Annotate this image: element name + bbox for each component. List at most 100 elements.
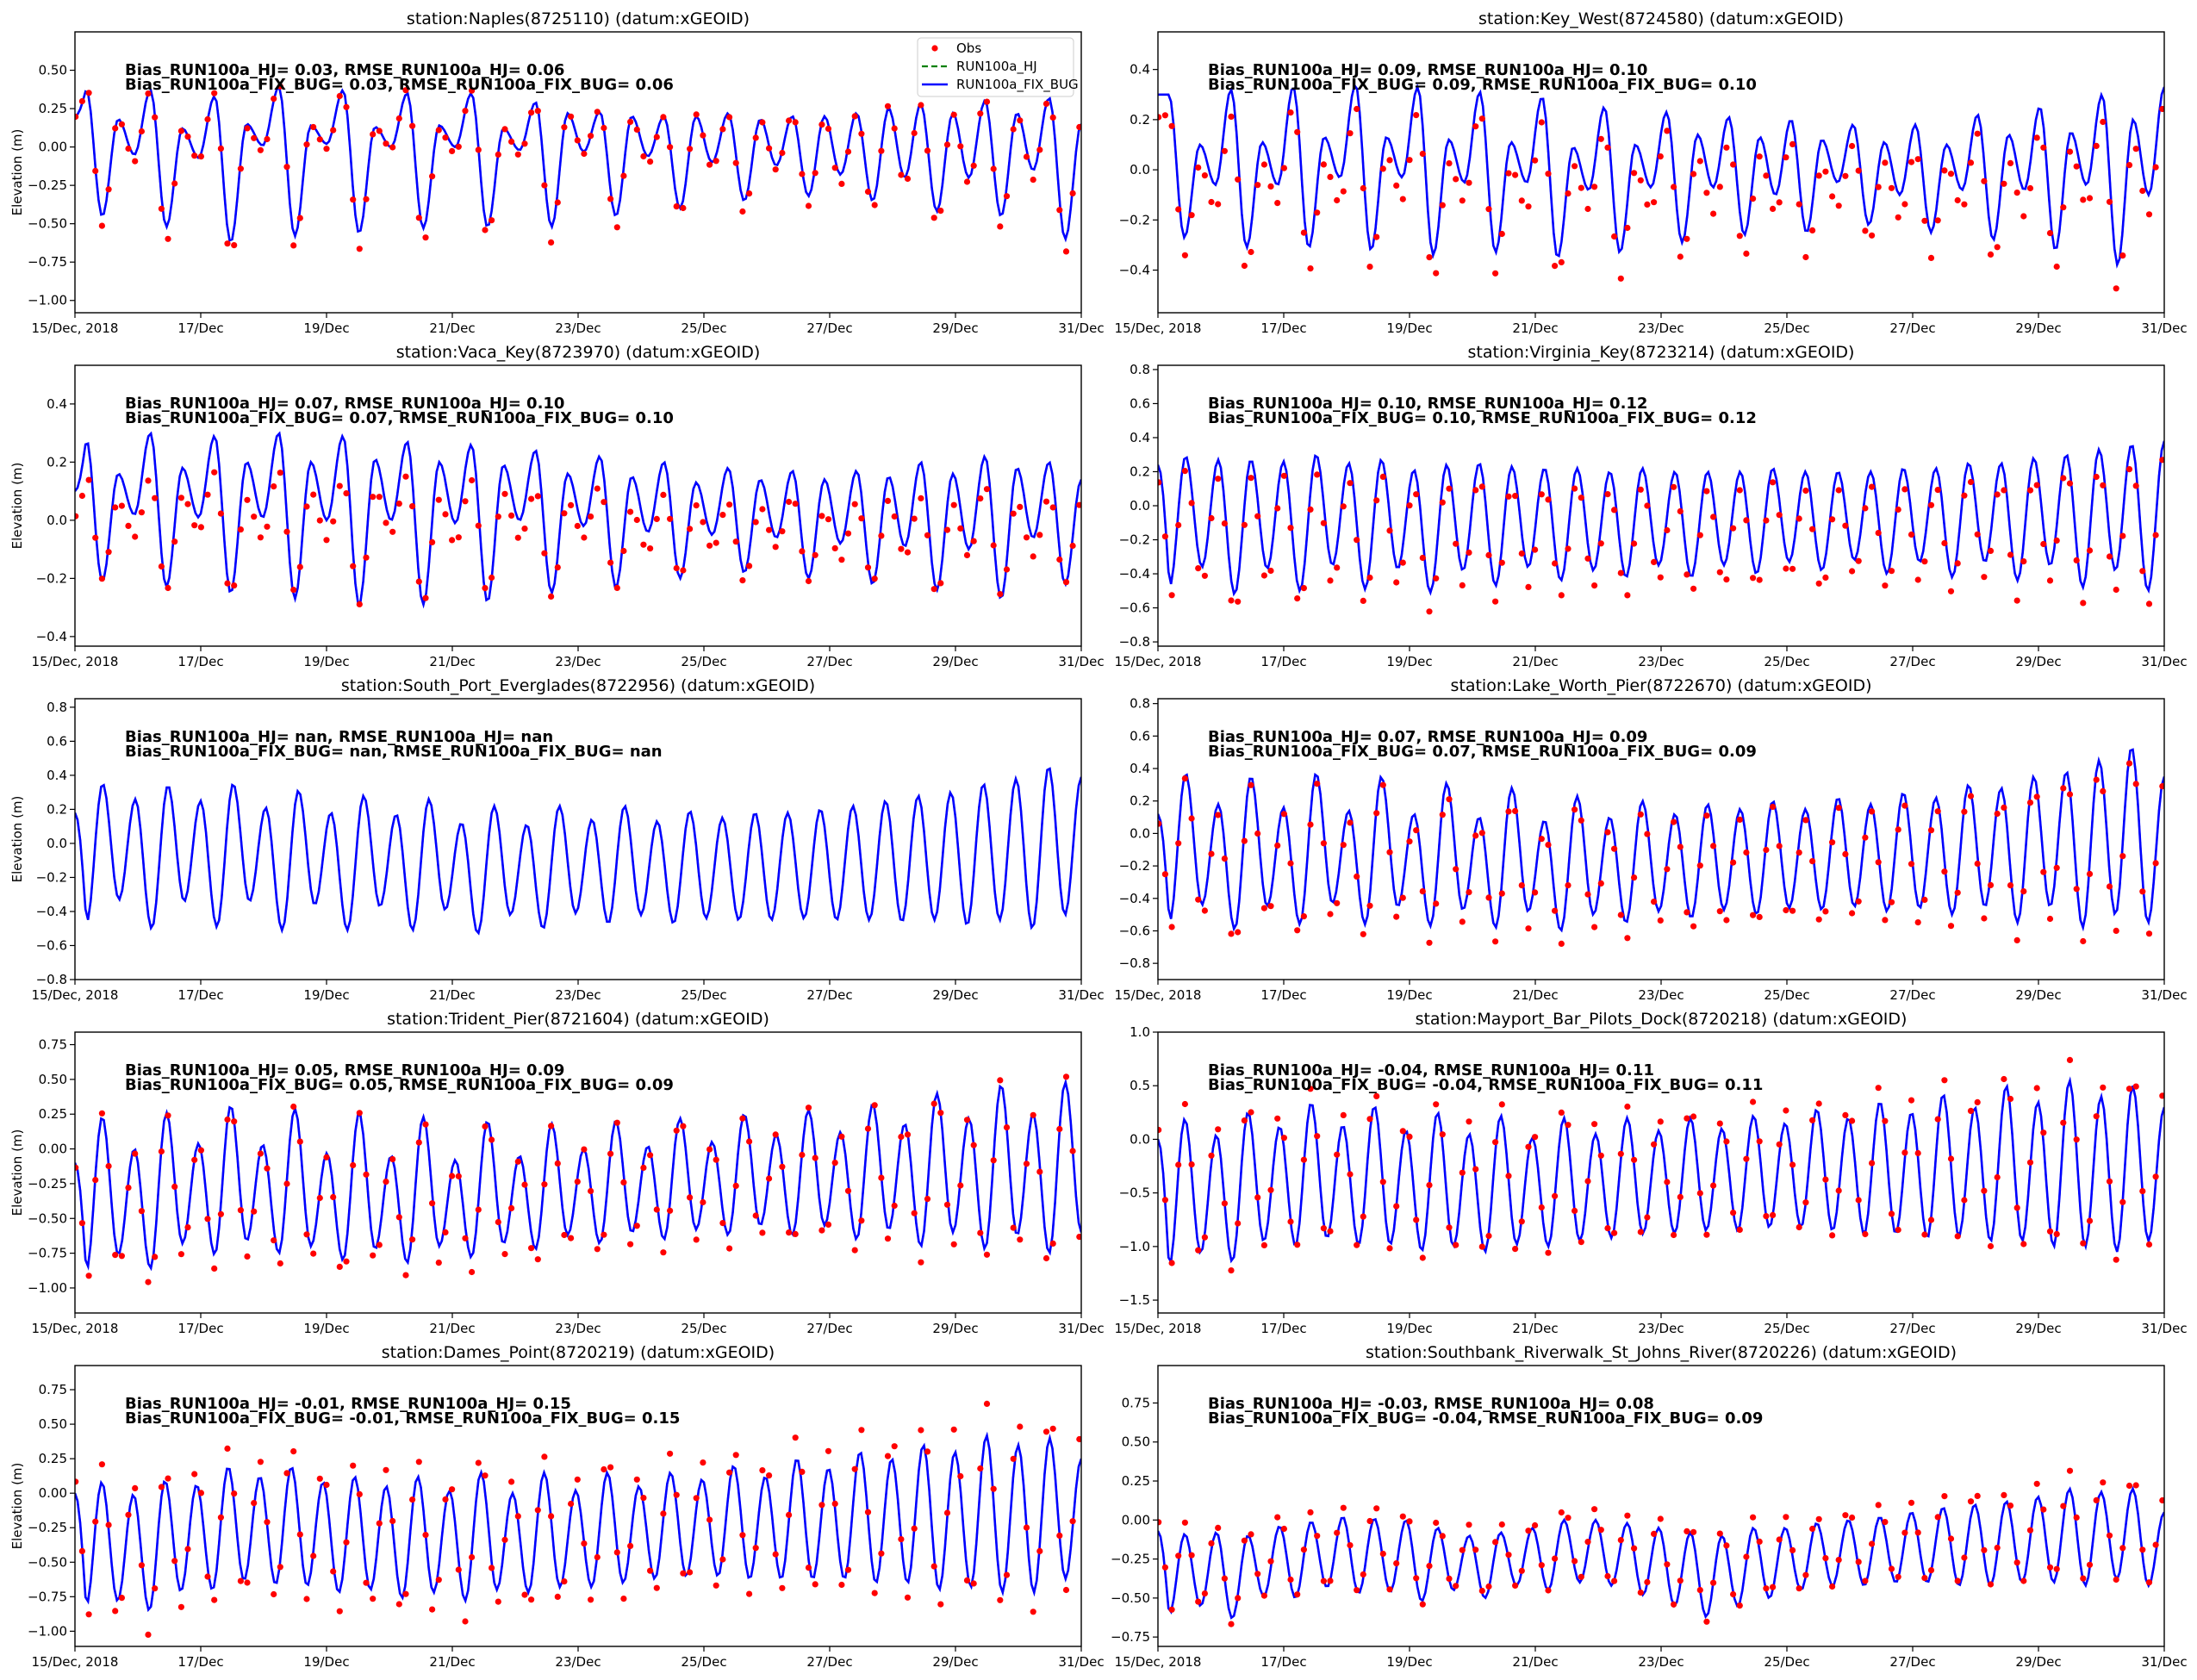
x-tick-label: 15/Dec, 2018 xyxy=(1115,1321,1202,1336)
obs-point xyxy=(118,1595,125,1602)
obs-point xyxy=(1056,1532,1063,1539)
obs-point xyxy=(482,1472,489,1479)
obs-point xyxy=(435,127,442,134)
obs-point xyxy=(1756,576,1763,583)
obs-point xyxy=(1327,577,1334,584)
obs-point xyxy=(184,1224,191,1231)
y-tick-label: 0.0 xyxy=(1130,825,1150,841)
obs-point xyxy=(2073,886,2080,893)
obs-point xyxy=(2080,600,2087,607)
obs-point xyxy=(132,1484,139,1491)
obs-point xyxy=(2040,1129,2047,1136)
obs-point xyxy=(825,125,832,132)
obs-point xyxy=(878,147,885,154)
obs-point xyxy=(1869,1160,1876,1167)
obs-point xyxy=(1433,1101,1440,1108)
obs-point xyxy=(924,147,931,154)
obs-point xyxy=(125,1185,132,1192)
series-line-run100a-fix-bug xyxy=(1158,440,2164,597)
obs-point xyxy=(1842,172,1849,179)
obs-point xyxy=(2046,915,2054,923)
x-tick-label: 15/Dec, 2018 xyxy=(1115,987,1202,1003)
obs-point xyxy=(937,1110,944,1117)
obs-point xyxy=(1677,843,1684,850)
obs-point xyxy=(495,151,501,158)
obs-point xyxy=(1056,556,1063,563)
chart-title: station:Vaca_Key(8723970) (datum:xGEOID) xyxy=(396,343,761,362)
obs-point xyxy=(1703,1618,1710,1625)
obs-point xyxy=(1393,579,1400,586)
obs-point xyxy=(2073,1514,2080,1521)
obs-point xyxy=(1023,153,1030,160)
obs-point xyxy=(1280,1135,1287,1142)
obs-point xyxy=(1545,1587,1552,1594)
obs-point xyxy=(1763,517,1770,524)
obs-point xyxy=(1815,916,1822,923)
obs-point xyxy=(2007,159,2014,166)
obs-point xyxy=(501,1251,508,1258)
obs-point xyxy=(1756,913,1763,920)
obs-point xyxy=(2040,1506,2047,1513)
x-tick-label: 17/Dec xyxy=(1260,1321,1306,1336)
obs-point xyxy=(1347,1171,1354,1178)
obs-point xyxy=(296,563,303,570)
obs-point xyxy=(112,504,119,511)
obs-point xyxy=(363,196,370,202)
obs-point xyxy=(1664,128,1671,134)
x-tick-label: 21/Dec xyxy=(429,1654,475,1670)
obs-point xyxy=(1597,135,1604,142)
obs-point xyxy=(1036,1547,1043,1554)
obs-point xyxy=(1076,1234,1081,1241)
obs-point xyxy=(316,136,323,143)
obs-point xyxy=(1927,1567,1935,1574)
obs-point xyxy=(489,574,495,582)
y-tick-label: 0.6 xyxy=(1130,728,1150,744)
x-tick-label: 31/Dec xyxy=(2141,1321,2187,1336)
obs-point xyxy=(878,532,885,539)
obs-point xyxy=(1472,123,1479,130)
obs-point xyxy=(1644,1214,1651,1221)
chart-title: station:Mayport_Bar_Pilots_Dock(8720218)… xyxy=(1416,1010,1908,1029)
obs-point xyxy=(548,593,555,600)
obs-point xyxy=(1657,574,1664,581)
obs-point xyxy=(1453,866,1459,873)
obs-point xyxy=(700,132,706,139)
obs-point xyxy=(1373,233,1380,240)
obs-point xyxy=(217,1514,224,1521)
obs-point xyxy=(812,1581,818,1588)
obs-point xyxy=(904,175,912,183)
obs-point xyxy=(2053,864,2060,871)
obs-point xyxy=(937,208,944,215)
obs-point xyxy=(152,1585,159,1592)
obs-point xyxy=(1888,1565,1895,1572)
obs-point xyxy=(1572,1207,1578,1214)
obs-point xyxy=(1314,1533,1321,1540)
obs-point xyxy=(1994,244,2001,251)
y-tick-label: −0.6 xyxy=(1119,600,1150,616)
obs-point xyxy=(165,1112,171,1119)
obs-point xyxy=(1453,1583,1459,1590)
obs-point xyxy=(1994,1173,2001,1181)
obs-point xyxy=(462,498,469,505)
obs-point xyxy=(1802,1571,1809,1578)
obs-point xyxy=(1671,1601,1677,1608)
obs-point xyxy=(1684,235,1690,242)
obs-point xyxy=(766,1472,773,1479)
obs-point xyxy=(1710,513,1717,520)
obs-point xyxy=(620,172,627,179)
obs-point xyxy=(1862,1230,1869,1238)
y-tick-label: 0.2 xyxy=(47,454,67,470)
obs-point xyxy=(963,1117,971,1123)
obs-point xyxy=(290,587,297,594)
x-tick-label: 31/Dec xyxy=(2141,1654,2187,1670)
obs-point xyxy=(1307,1509,1314,1515)
obs-point xyxy=(469,476,476,484)
obs-point xyxy=(1248,1109,1254,1116)
y-tick-label: 0.25 xyxy=(39,1451,67,1466)
obs-point xyxy=(687,526,694,532)
obs-point xyxy=(1921,217,1928,224)
obs-point xyxy=(211,469,218,476)
obs-point xyxy=(1042,100,1050,107)
obs-point xyxy=(1763,846,1770,854)
obs-point xyxy=(1215,1126,1222,1133)
